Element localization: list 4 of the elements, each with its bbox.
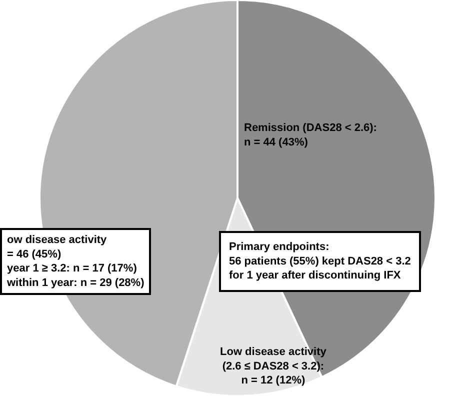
text: Primary endpoints: 56 patients (55%) kept DAS28 < 3.2 for 1 year after discontinuing IFX [229, 241, 411, 282]
slice-label: ow disease activity = 46 (45%) year 1 ≥ 3.2: n = 17 (17%) within 1 year: n = 29 (28%) [6, 234, 145, 289]
slice-label: Low disease activity (2.6 ≤ DAS28 < 3.2): n = 12 (12%) [220, 346, 328, 387]
slice-label: Remission (DAS28 < 2.6): n = 44 (43%) [244, 122, 377, 148]
